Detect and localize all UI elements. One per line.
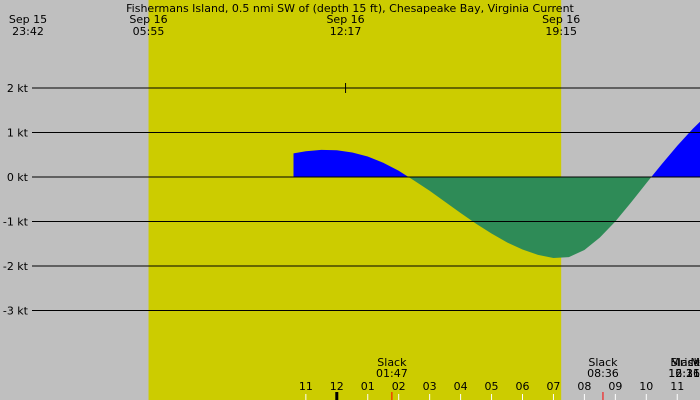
header-time: 12:17 <box>330 25 362 38</box>
x-tick-label: 12 <box>330 380 344 393</box>
max-flood-marker <box>340 83 351 93</box>
x-tick-label: 01 <box>361 380 375 393</box>
event-time: 08:36 <box>587 367 619 380</box>
event-name: Slack <box>588 356 618 369</box>
header-time: 23:42 <box>12 25 44 38</box>
event-name: Slack <box>671 356 700 369</box>
y-tick-label: -1 kt <box>3 216 29 229</box>
event-name: Mrise <box>670 356 700 369</box>
x-axis-ticks: 1112010203040506070809101112 <box>299 380 684 400</box>
y-tick-label: 0 kt <box>7 171 29 184</box>
x-tick-label: 07 <box>546 380 560 393</box>
header-date: Sep 16 <box>326 13 364 26</box>
x-tick-label: 11 <box>670 380 684 393</box>
event-labels: Slack01:47Slack08:36Mrise12:31Slack16:16… <box>376 356 700 380</box>
x-tick-label: 08 <box>577 380 591 393</box>
x-tick-label: 03 <box>423 380 437 393</box>
header-date: Sep 15 <box>9 13 47 26</box>
event-time: 21 <box>686 367 700 380</box>
y-tick-label: 1 kt <box>7 127 29 140</box>
event-name: M <box>691 356 700 369</box>
y-tick-label: 2 kt <box>7 82 29 95</box>
y-tick-label: -2 kt <box>3 260 29 273</box>
x-tick-label: 11 <box>299 380 313 393</box>
flood-area-0 <box>293 149 409 177</box>
flood-area-2 <box>651 121 700 177</box>
header-time: 05:55 <box>133 25 165 38</box>
event-name: Slack <box>377 356 407 369</box>
x-tick-label: 04 <box>454 380 468 393</box>
chart-title: Fishermans Island, 0.5 nmi SW of (depth … <box>126 2 574 15</box>
event-time: 16:16 <box>668 367 700 380</box>
x-tick-label: 05 <box>485 380 499 393</box>
x-tick-label: 02 <box>392 380 406 393</box>
header-date: Sep 16 <box>542 13 580 26</box>
current-areas <box>293 121 700 258</box>
x-tick-label: 06 <box>516 380 530 393</box>
event-time: 12:31 <box>668 367 700 380</box>
header-date: Sep 16 <box>129 13 167 26</box>
header-labels: Fishermans Island, 0.5 nmi SW of (depth … <box>9 2 580 38</box>
x-tick-label: 09 <box>608 380 622 393</box>
header-time: 19:15 <box>545 25 577 38</box>
y-tick-label: -3 kt <box>3 305 29 318</box>
ebb-area-1 <box>408 177 652 258</box>
x-tick-label: 10 <box>639 380 653 393</box>
y-gridlines: 2 kt 1 kt 0 kt -1 kt -2 kt -3 kt <box>3 82 700 318</box>
event-time: 01:47 <box>376 367 408 380</box>
